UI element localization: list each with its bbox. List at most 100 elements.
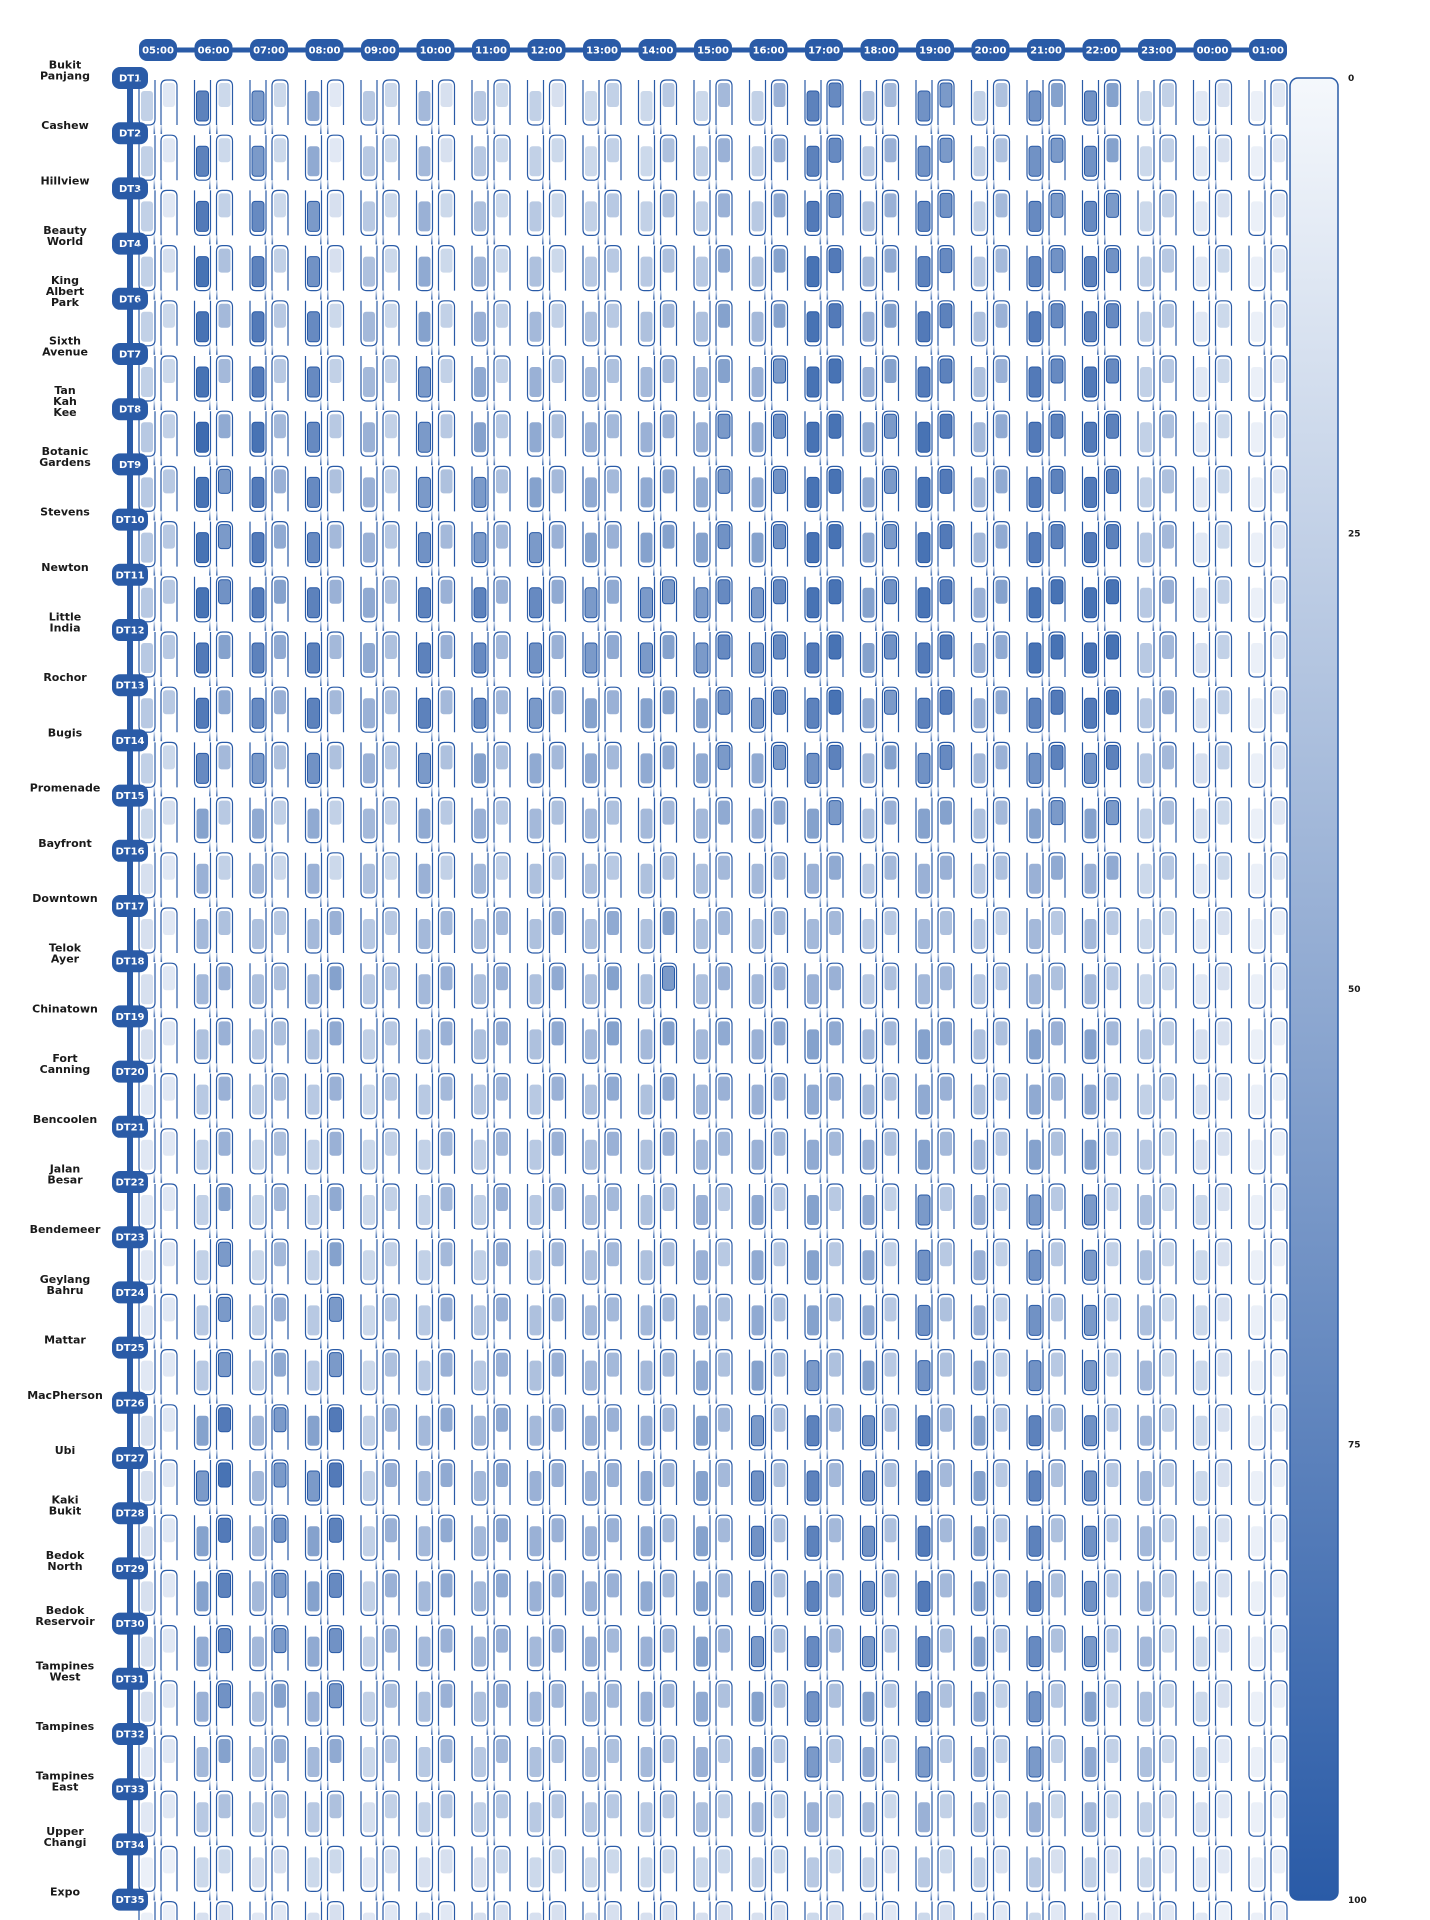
connector-tail: [604, 454, 607, 466]
boarding-cell: [252, 1415, 264, 1446]
alighting-cell-outline: [1159, 1680, 1177, 1726]
alighting-cell-outline: [604, 576, 622, 622]
alighting-cell: [773, 468, 786, 494]
alighting-cell-outline: [715, 1459, 733, 1505]
boarding-cell: [862, 1636, 875, 1668]
alighting-cell-outline: [1270, 300, 1288, 346]
alighting-cell-outline: [382, 576, 400, 622]
connector-tail: [486, 1613, 489, 1625]
alighting-cell-outline: [160, 907, 178, 953]
alighting-cell-outline: [1214, 1017, 1233, 1064]
boarding-cell-outline: [915, 1128, 933, 1175]
boarding-cell: [973, 1526, 986, 1557]
connector-tail: [708, 509, 711, 521]
connector-tail: [1097, 288, 1099, 300]
connector-tail: [327, 1723, 329, 1735]
connector-tail: [660, 619, 662, 631]
boarding-cell: [585, 201, 597, 232]
connector-tail: [930, 233, 933, 245]
connector-tail: [1041, 233, 1044, 245]
boarding-cell: [1084, 1415, 1097, 1447]
boarding-cell: [251, 311, 265, 343]
alighting-cell: [1217, 745, 1230, 770]
connector-tail: [986, 1392, 988, 1404]
boarding-cell-outline: [360, 1018, 378, 1064]
connector-tail: [327, 509, 329, 521]
alighting-cell-outline: [271, 1349, 289, 1395]
alighting-cell: [385, 83, 397, 107]
connector-tail: [708, 619, 711, 631]
boarding-cell: [141, 1084, 153, 1115]
connector-tail: [216, 1006, 218, 1018]
boarding-cell-outline: [360, 852, 378, 899]
boarding-cell: [1028, 697, 1042, 729]
alighting-cell: [1106, 1573, 1119, 1598]
boarding-cell-outline: [693, 356, 711, 402]
boarding-cell-outline: [804, 1515, 822, 1561]
boarding-cell: [696, 201, 708, 232]
alighting-cell-outline: [326, 1790, 345, 1837]
boarding-cell-outline: [693, 1680, 711, 1727]
alighting-cell-outline: [437, 1293, 456, 1340]
boarding-cell: [307, 587, 320, 619]
boarding-cell: [695, 642, 709, 674]
alighting-cell: [329, 966, 342, 991]
connector-tail: [1208, 1834, 1210, 1846]
connector-tail: [375, 288, 378, 300]
connector-tail: [875, 1116, 877, 1128]
boarding-cell-outline: [249, 1128, 267, 1175]
boarding-cell-outline: [859, 1625, 878, 1672]
connector-tail: [1152, 233, 1155, 245]
alighting-cell-outline: [1214, 1459, 1233, 1505]
alighting-cell-outline: [160, 410, 178, 457]
boarding-cell-outline: [304, 632, 323, 678]
alighting-cell-outline: [1214, 1625, 1233, 1671]
alighting-cell-outline: [826, 245, 844, 291]
alighting-cell-outline: [659, 1459, 678, 1505]
connector-tail: [882, 785, 884, 797]
connector-tail: [431, 1613, 433, 1625]
boarding-cell: [1140, 311, 1152, 342]
boarding-cell-outline: [637, 1294, 656, 1340]
alighting-cell: [218, 193, 231, 218]
station-code: DT18: [115, 957, 144, 968]
connector-tail: [542, 1116, 544, 1128]
connector-tail: [764, 1282, 766, 1294]
boarding-cell: [1251, 532, 1263, 563]
hour-label: 07:00: [253, 46, 285, 57]
boarding-cell: [363, 974, 375, 1005]
connector-tail: [542, 509, 544, 521]
connector-tail: [209, 178, 211, 190]
boarding-cell-outline: [1192, 1184, 1211, 1230]
alighting-cell: [1217, 524, 1230, 549]
boarding-cell: [307, 697, 320, 729]
boarding-cell-outline: [1137, 1846, 1155, 1892]
alighting-cell-outline: [659, 189, 678, 236]
boarding-cell: [529, 1526, 542, 1557]
boarding-cell-outline: [526, 411, 545, 457]
boarding-cell: [474, 256, 486, 287]
connector-tail: [715, 1779, 718, 1790]
station-code: DT20: [115, 1067, 144, 1078]
connector-tail: [826, 895, 829, 907]
alighting-cell: [385, 1187, 397, 1211]
connector-tail: [826, 1282, 829, 1294]
boarding-cell: [917, 587, 931, 619]
boarding-cell-outline: [859, 1184, 878, 1230]
connector-tail: [1208, 178, 1210, 190]
boarding-cell: [418, 1471, 431, 1501]
boarding-cell-outline: [693, 80, 711, 126]
boarding-cell-outline: [138, 1349, 156, 1396]
connector-tail: [1159, 1447, 1162, 1459]
alighting-cell: [218, 579, 231, 605]
boarding-cell: [751, 974, 764, 1005]
boarding-cell: [640, 1139, 653, 1170]
alighting-cell-outline: [770, 576, 789, 622]
boarding-cell: [640, 1912, 653, 1920]
boarding-cell: [474, 1305, 486, 1336]
boarding-cell-outline: [970, 1680, 989, 1727]
boarding-cell: [751, 753, 764, 784]
alighting-cell-outline: [770, 1073, 789, 1119]
boarding-cell: [862, 201, 875, 232]
alighting-cell: [385, 1573, 397, 1598]
